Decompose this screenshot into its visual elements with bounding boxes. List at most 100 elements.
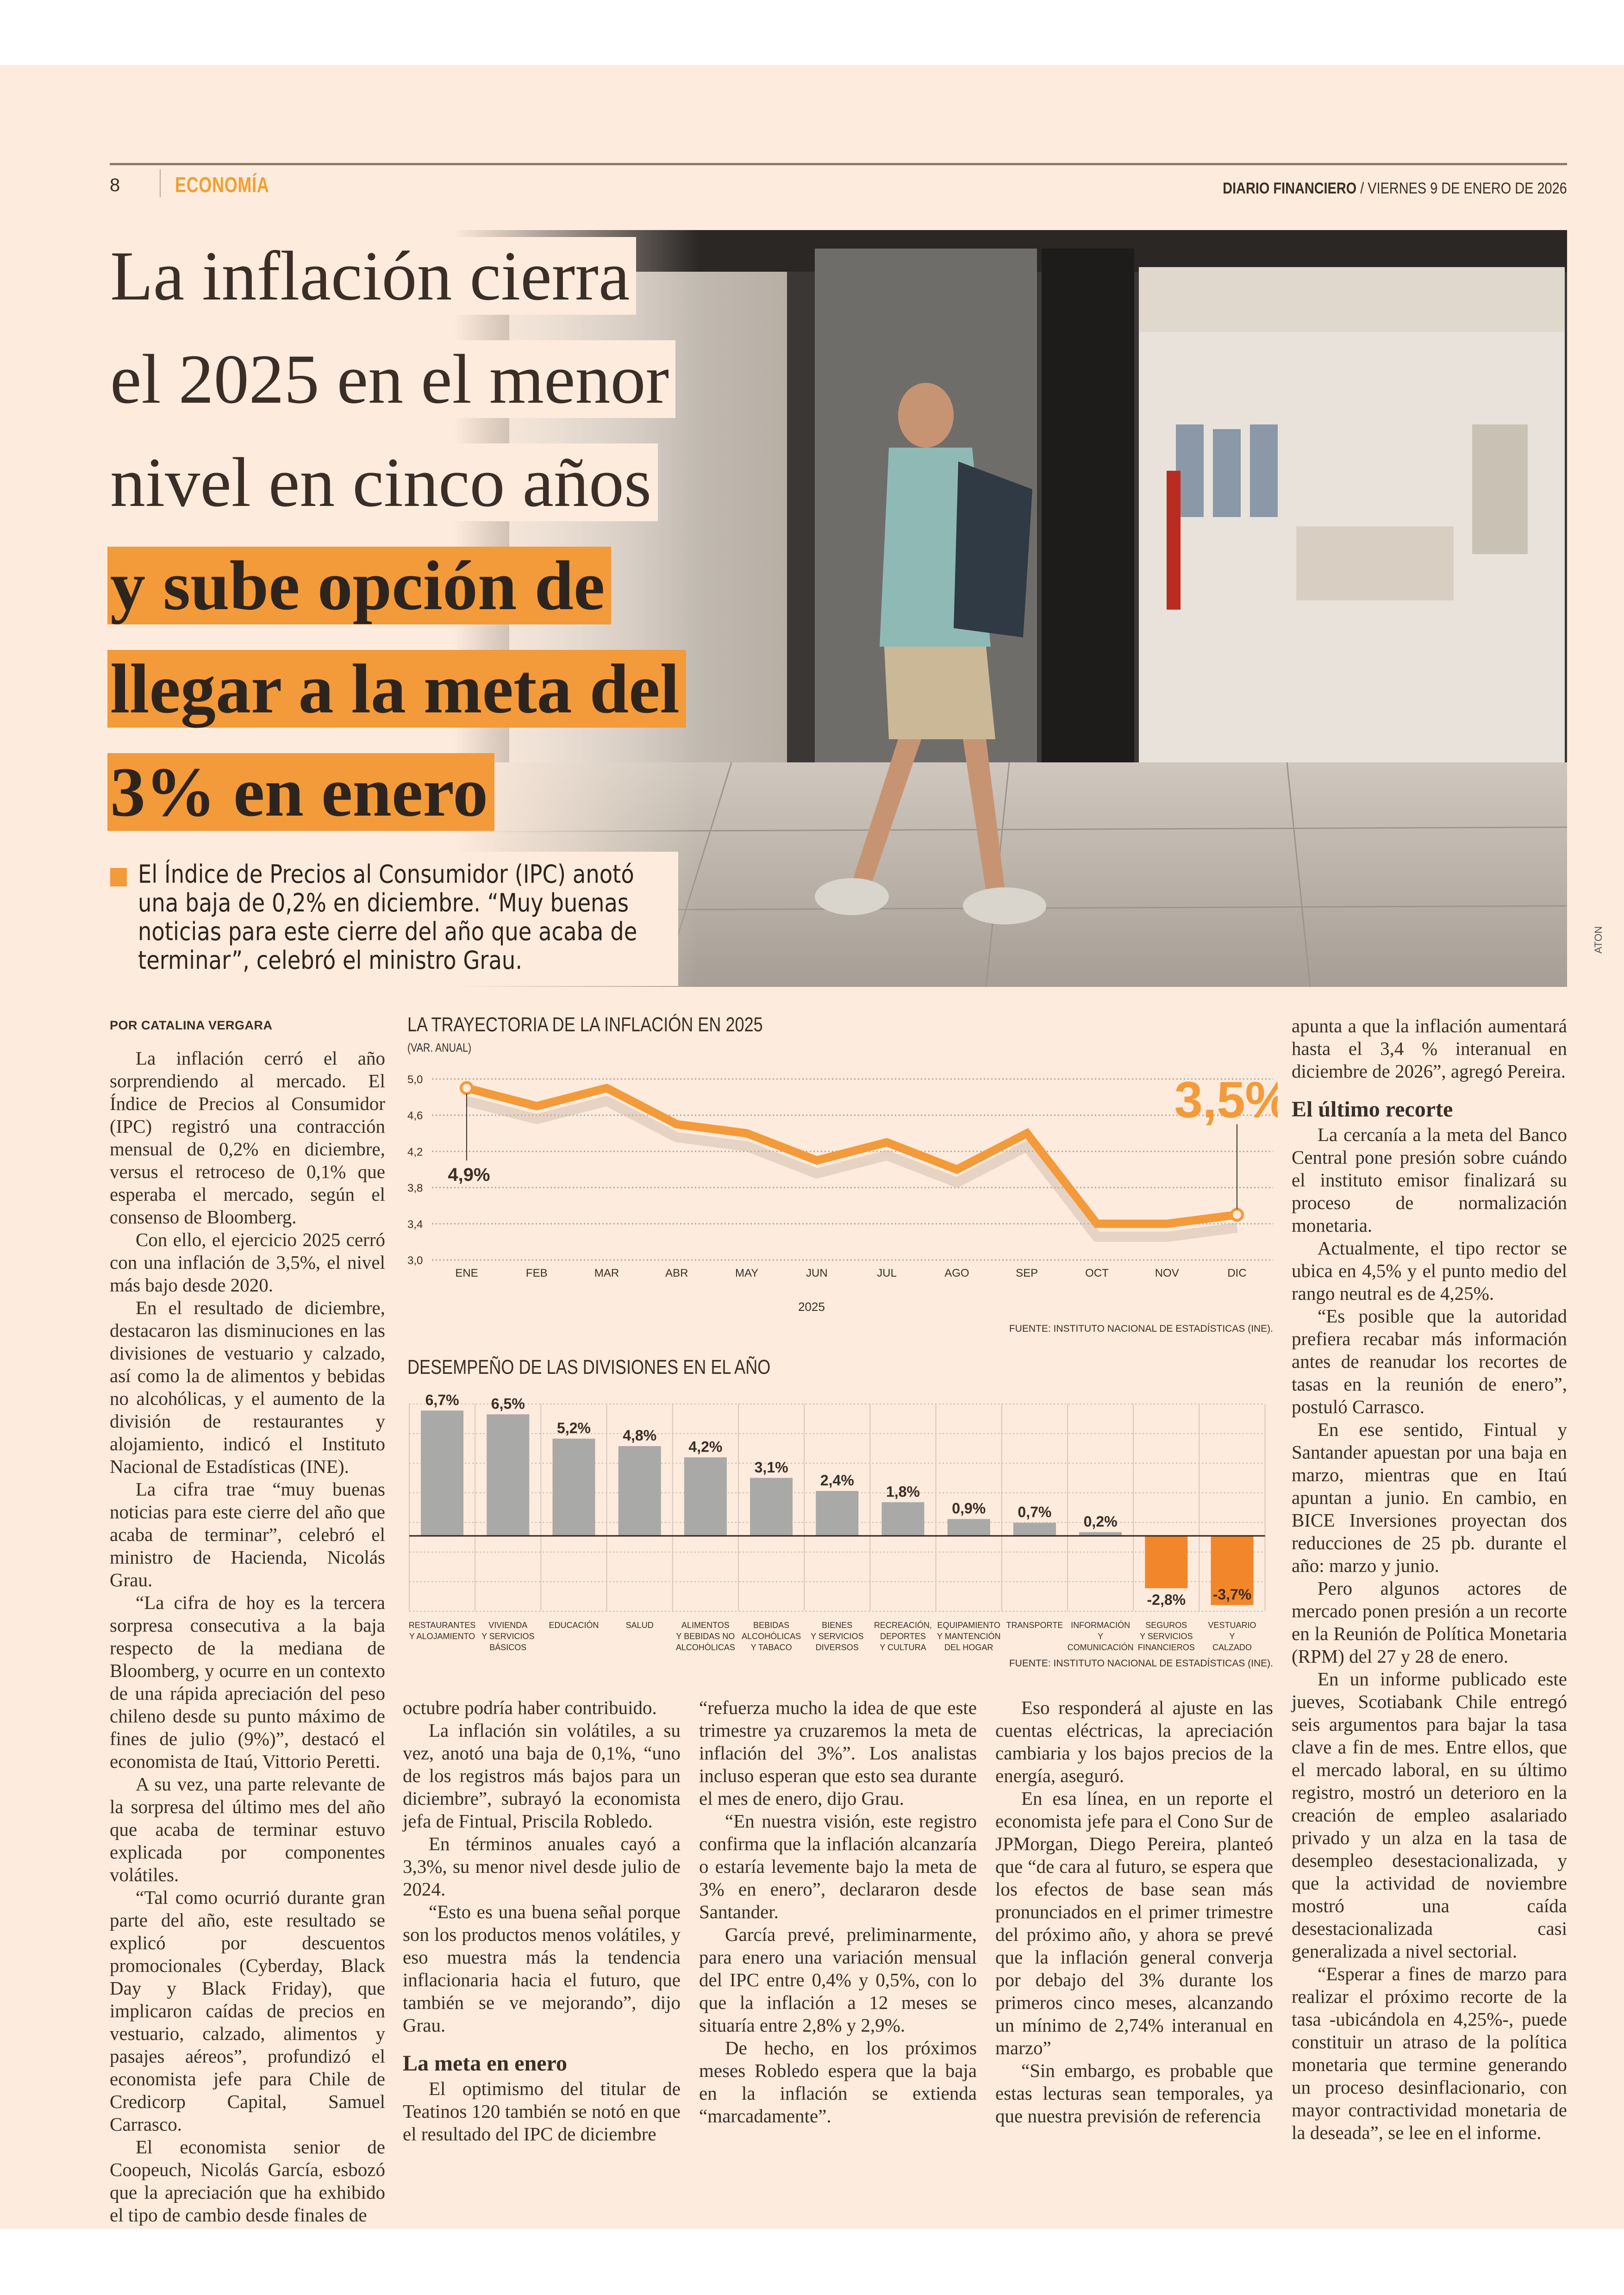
category-label: Y ALOJAMIENTO [409, 1632, 475, 1641]
issue-date: / VIERNES 9 DE ENERO DE 2026 [1356, 180, 1567, 197]
y-tick-label: 3,8 [407, 1182, 423, 1195]
lead-box: El Índice de Precios al Consumidor (IPC)… [102, 852, 678, 986]
paragraph: La inflación cerró el año sorprendiendo … [110, 1048, 385, 1228]
data-point [460, 1081, 474, 1095]
paragraph: De hecho, en los próximos meses Robledo … [699, 2037, 977, 2127]
category-label: EQUIPAMIENTO [937, 1621, 1000, 1630]
paragraph: Pero algunos actores de mercado ponen pr… [1292, 1578, 1567, 1667]
paragraph: La cercanía a la meta del Banco Central … [1292, 1124, 1567, 1236]
paragraph: El optimismo del titular de Teatinos 120… [403, 2078, 681, 2145]
bar-value-label: 6,7% [425, 1391, 459, 1408]
chart-subtitle: (VAR. ANUAL) [407, 1041, 471, 1055]
store-photo [454, 230, 1567, 987]
bar-value-label: 0,7% [1018, 1504, 1051, 1521]
headline-line: nivel en cinco años [107, 440, 1033, 543]
article-column-2: octubre podría haber contribuido. La infl… [403, 1696, 681, 2145]
masthead: DIARIO FINANCIERO / VIERNES 9 DE ENERO D… [1223, 180, 1567, 198]
chart-source: FUENTE: INSTITUTO NACIONAL DE ESTADÍSTIC… [1009, 1658, 1273, 1669]
paragraph: La cifra trae “muy buenas noticias para … [110, 1478, 385, 1590]
category-label: BÁSICOS [489, 1643, 526, 1652]
category-label: Y [1098, 1632, 1103, 1641]
paragraph: apunta a que la inflación aumentará hast… [1292, 1015, 1567, 1082]
x-tick-label: ABR [665, 1267, 688, 1279]
chart-title: DESEMPEÑO DE LAS DIVISIONES EN EL AÑO [407, 1356, 770, 1378]
end-value-label: 3,5% [1174, 1072, 1278, 1129]
paragraph: octubre podría haber contribuido. [403, 1697, 657, 1718]
bar-value-label: 0,9% [952, 1500, 986, 1517]
category-label: ALIMENTOS [681, 1621, 730, 1630]
category-label: DEPORTES [880, 1632, 926, 1641]
paragraph: La inflación sin volátiles, a su vez, an… [403, 1720, 681, 1832]
bar-value-label: 2,4% [820, 1472, 854, 1489]
bar-value-label: 4,2% [688, 1438, 722, 1455]
x-tick-label: MAY [735, 1267, 758, 1279]
line-shadow [465, 1096, 1238, 1242]
paragraph: “Tal como ocurrió durante gran parte del… [110, 1887, 385, 2135]
start-value-label: 4,9% [448, 1165, 490, 1185]
paragraph: “Es posible que la autoridad prefiera re… [1292, 1305, 1567, 1417]
headline-highlight-line: llegar a la meta del [107, 647, 1033, 750]
category-label: Y BEBIDAS NO [676, 1632, 735, 1641]
bar-value-label: -2,8% [1147, 1591, 1186, 1608]
inflation-line-chart: LA TRAYECTORIA DE LA INFLACIÓN EN 2025 (… [407, 1013, 1278, 1334]
category-label: Y SERVICIOS [481, 1632, 534, 1641]
category-label: VESTUARIO [1208, 1621, 1256, 1630]
chart-source: FUENTE: INSTITUTO NACIONAL DE ESTADÍSTIC… [1009, 1323, 1273, 1334]
bar [421, 1410, 464, 1536]
category-label: COMUNICACIÓN [1068, 1642, 1134, 1652]
paragraph: Con ello, el ejercicio 2025 cerró con un… [110, 1229, 385, 1296]
category-label: DEL HOGAR [944, 1643, 993, 1652]
inflation-line [465, 1083, 1238, 1228]
bar-value-label: 1,8% [886, 1483, 920, 1500]
category-label: Y CULTURA [880, 1643, 926, 1652]
bar [816, 1491, 859, 1536]
category-label: RECREACIÓN, [874, 1620, 932, 1630]
category-label: EDUCACIÓN [549, 1620, 599, 1630]
article-column-3: “refuerza mucho la idea de que este trim… [699, 1696, 977, 2127]
bar [487, 1414, 530, 1536]
header-divider [160, 169, 161, 197]
category-label: SALUD [626, 1621, 654, 1630]
x-tick-label: JUN [806, 1267, 828, 1279]
headline-highlight-line: y sube opción de [107, 543, 1033, 647]
bar-value-label: 4,8% [623, 1427, 656, 1444]
paragraph: El economista senior de Coopeuch, Nicolá… [110, 2136, 385, 2226]
lead-text: El Índice de Precios al Consumidor (IPC)… [138, 860, 637, 975]
article-column-1: La inflación cerró el año sorprendiendo … [110, 1047, 385, 2226]
paragraph: En el resultado de diciembre, destacaron… [110, 1297, 385, 1477]
category-label: BIENES [822, 1621, 852, 1630]
category-label: SEGUROS [1145, 1621, 1187, 1630]
paragraph: En un informe publicado este jueves, Sco… [1292, 1668, 1567, 1962]
bar [881, 1502, 924, 1536]
x-tick-label: NOV [1155, 1267, 1179, 1279]
headline-highlight-line: 3% en enero [107, 750, 1033, 853]
y-tick-label: 3,0 [407, 1254, 423, 1267]
bar [750, 1478, 793, 1536]
bar [618, 1446, 661, 1536]
x-tick-label: OCT [1085, 1267, 1109, 1279]
chart-title: LA TRAYECTORIA DE LA INFLACIÓN EN 2025 [407, 1013, 763, 1036]
y-tick-label: 5,0 [407, 1073, 423, 1086]
bullet-square-icon [110, 868, 127, 886]
photo-credit: ATON [1593, 926, 1604, 954]
y-tick-label: 4,6 [407, 1110, 423, 1122]
paragraph: A su vez, una parte relevante de la sorp… [110, 1773, 385, 1885]
divisions-bar-chart: DESEMPEÑO DE LAS DIVISIONES EN EL AÑO 6,… [407, 1356, 1273, 1669]
header-rule [110, 163, 1567, 165]
headline-line: La inflación cierra [107, 234, 1033, 337]
paragraph: “Sin embargo, es probable que estas lect… [995, 2060, 1273, 2127]
data-point [1230, 1208, 1244, 1222]
subheading: El último recorte [1292, 1097, 1453, 1122]
category-label: DIVERSOS [816, 1643, 859, 1652]
headline-line: el 2025 en el menor [107, 337, 1033, 440]
headline: La inflación cierra el 2025 en el menor … [107, 234, 1033, 853]
x-tick-label: ENE [455, 1267, 478, 1279]
x-tick-label: JUL [877, 1267, 897, 1279]
category-label: Y TABACO [751, 1643, 792, 1652]
x-tick-label: FEB [526, 1267, 548, 1279]
category-label: Y [1229, 1632, 1235, 1641]
x-axis-title: 2025 [798, 1300, 825, 1314]
paragraph: “Esto es una buena señal porque son los … [403, 1901, 681, 2036]
paragraph: García prevé, preliminarmente, para ener… [699, 1924, 977, 2036]
x-tick-label: DIC [1227, 1267, 1246, 1279]
